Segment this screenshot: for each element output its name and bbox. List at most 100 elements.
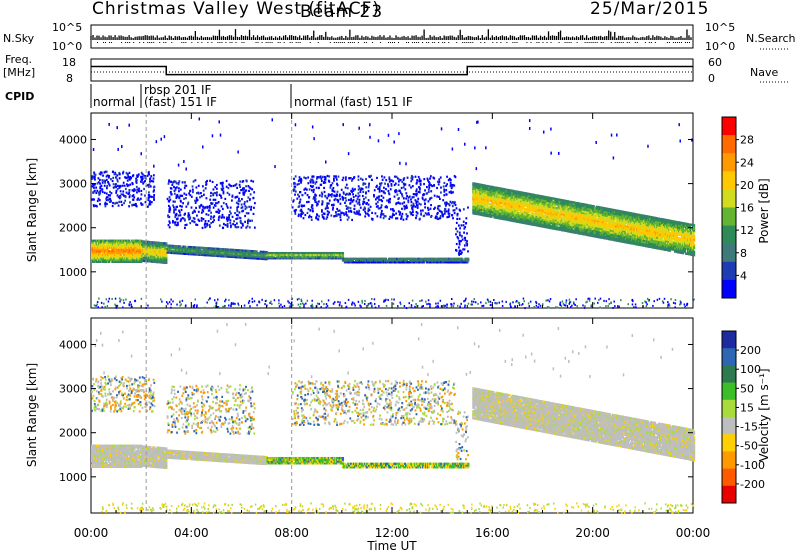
nsearch-dot: [484, 42, 486, 43]
range-cell: [517, 203, 520, 206]
range-cell: [297, 251, 300, 255]
range-cell: [205, 252, 208, 255]
nsky-panel: N.Sky 10^5 10^0 N.Search 10^5 10^0: [3, 21, 796, 53]
nsearch-dot: [496, 42, 498, 43]
range-cell: [570, 227, 573, 230]
nsearch-label: N.Search: [746, 32, 796, 45]
range-cell: [493, 210, 496, 214]
nsearch-dot: [464, 42, 466, 43]
range-cell: [214, 249, 217, 252]
range-cell: [555, 201, 558, 204]
range-cell: [616, 213, 619, 216]
range-cell: [304, 255, 307, 258]
range-cell: [101, 243, 104, 246]
range-cell: [589, 208, 592, 211]
range-cell: [538, 212, 541, 215]
range-cell: [241, 249, 244, 252]
nsearch-dot: [159, 42, 161, 43]
range-cell: [574, 224, 577, 227]
range-cell: [586, 203, 589, 207]
range-cell: [568, 221, 571, 224]
range-cell: [536, 201, 539, 204]
range-cell: [277, 253, 280, 256]
range-cell: [608, 227, 611, 230]
range-cell: [524, 215, 527, 218]
nsearch-dot: [283, 42, 285, 43]
range-cell: [141, 247, 144, 250]
range-cell: [545, 212, 548, 215]
nsearch-dot: [628, 42, 630, 43]
nsearch-dot: [349, 42, 351, 43]
range-cell: [526, 194, 529, 197]
range-cell: [609, 222, 612, 225]
nsearch-dot: [329, 42, 331, 43]
nsky-tick-top: 10^5: [52, 21, 82, 34]
freq-panel: Freq. [MHz] 18 8 Nave 60 0: [3, 48, 790, 85]
range-cell: [143, 251, 146, 254]
nsearch-dot: [353, 42, 355, 43]
range-cell: [361, 261, 365, 264]
range-cell: [259, 250, 262, 253]
range-cell: [591, 217, 594, 220]
nsearch-dot: [448, 42, 450, 43]
nave-tick-bottom: 0: [708, 72, 715, 85]
nsearch-dot: [265, 42, 267, 43]
nsky-tick-bottom: 10^0: [52, 40, 82, 53]
nsearch-dot: [466, 42, 468, 43]
nsearch-dot: [500, 42, 502, 43]
range-cell: [312, 253, 315, 256]
range-cell: [396, 261, 399, 264]
nsearch-dot: [602, 42, 604, 43]
range-cell: [105, 260, 108, 263]
range-cell: [626, 231, 629, 234]
range-cell: [504, 206, 507, 209]
range-cell: [474, 187, 477, 191]
range-cell: [150, 253, 153, 256]
range-cell: [480, 210, 483, 213]
nsearch-dot: [261, 42, 263, 43]
range-cell: [522, 211, 525, 214]
range-cell: [472, 205, 475, 208]
range-cell: [235, 252, 238, 255]
range-cell: [105, 251, 108, 255]
nsearch-dot: [614, 42, 616, 43]
range-cell: [388, 261, 392, 264]
nsearch-dot: [594, 42, 596, 43]
range-cell: [199, 248, 202, 251]
range-cell: [277, 251, 280, 255]
range-cell: [393, 259, 396, 262]
range-cell: [632, 225, 635, 228]
range-cell: [581, 227, 584, 230]
range-cell: [439, 259, 442, 262]
range-cell: [483, 210, 486, 214]
nsearch-dot: [225, 42, 227, 43]
range-cell: [543, 220, 546, 223]
range-cell: [95, 241, 98, 244]
range-cell: [487, 201, 490, 204]
range-cell: [604, 225, 607, 228]
range-cell: [546, 201, 549, 204]
range-cell: [184, 252, 187, 255]
range-cell: [218, 253, 221, 256]
range-cell: [167, 246, 170, 249]
nsearch-dot: [297, 42, 299, 43]
range-cell: [116, 243, 119, 246]
range-cell: [593, 207, 596, 210]
range-cell: [222, 251, 225, 254]
range-cell: [244, 254, 247, 258]
range-cell: [523, 202, 526, 205]
freq-unit: [MHz]: [3, 66, 35, 79]
range-cell: [476, 213, 479, 216]
range-cell: [576, 214, 579, 217]
range-cell: [513, 190, 516, 193]
range-cell: [590, 231, 593, 234]
range-cell: [605, 216, 608, 219]
range-cell: [416, 261, 419, 264]
range-cell: [401, 259, 404, 262]
range-cell: [165, 258, 168, 261]
nsearch-dot: [337, 42, 339, 43]
range-cell: [586, 209, 589, 212]
nsearch-dot: [139, 42, 141, 43]
range-cell: [488, 188, 491, 192]
range-cell: [569, 223, 572, 226]
